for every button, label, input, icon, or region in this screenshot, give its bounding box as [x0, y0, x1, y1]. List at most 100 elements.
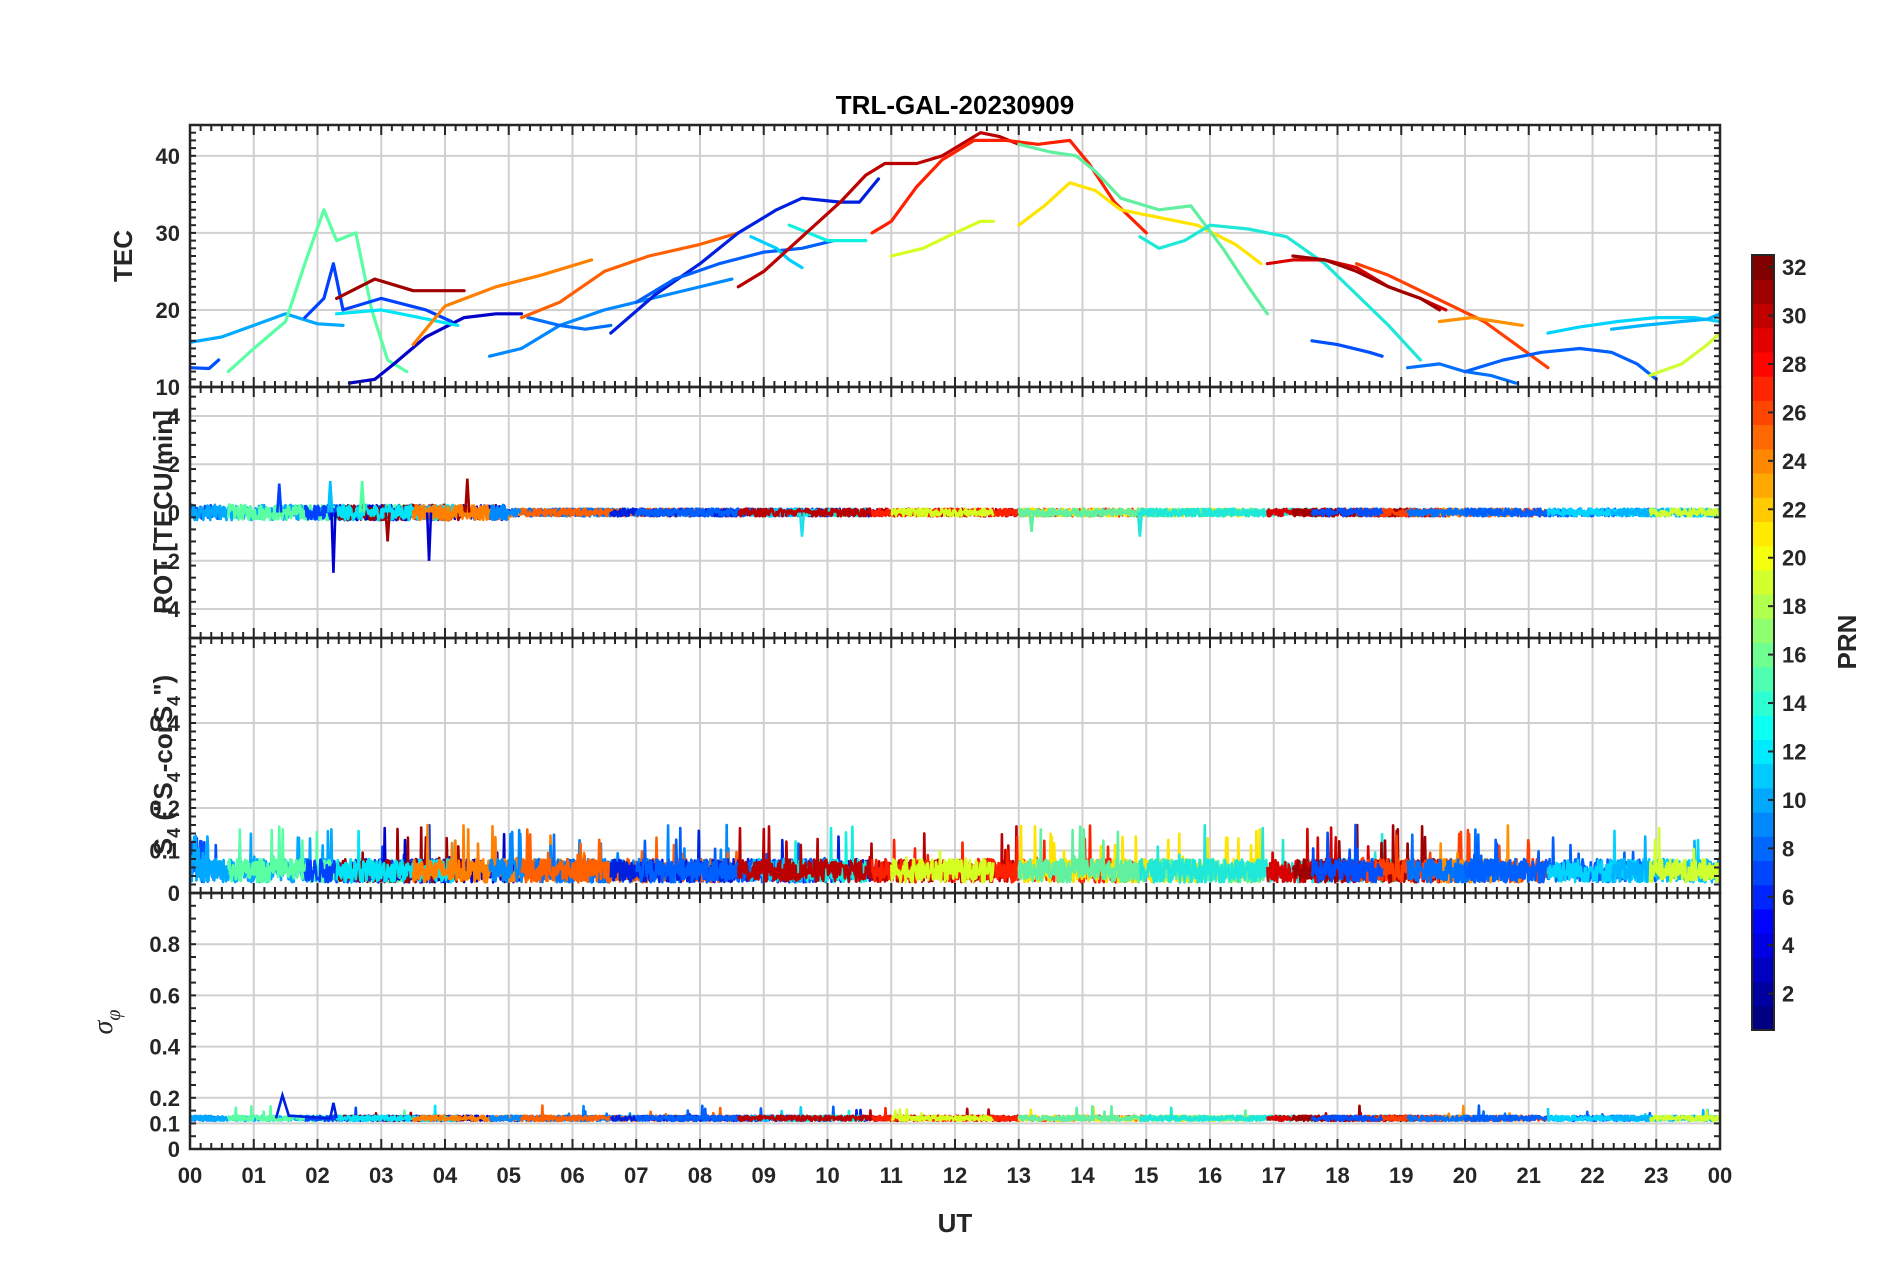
- colorbar-swatch: [1752, 497, 1774, 523]
- colorbar-swatch: [1752, 618, 1774, 644]
- colorbar-tick-label: 32: [1782, 255, 1806, 280]
- series-layer: [190, 1090, 1720, 1123]
- tec-series-prn-10: [190, 312, 345, 344]
- sigma-phi-y-axis-label-text: σφ: [88, 1010, 125, 1035]
- x-tick-label: 18: [1325, 1163, 1349, 1188]
- rot-y-axis-label: ROT [TECU/min]: [148, 410, 178, 614]
- colorbar-tick-label: 26: [1782, 400, 1806, 425]
- rot-spike: [276, 483, 283, 513]
- tec-series-prn-4: [609, 177, 881, 335]
- series-prn-5: [1310, 823, 1384, 884]
- tec-series-prn-5: [190, 358, 221, 371]
- x-tick-label: 22: [1580, 1163, 1604, 1188]
- rot-panel: -4 -2 0 2 4: [160, 385, 1722, 640]
- x-tick-label: 04: [433, 1163, 458, 1188]
- tec-series-prn-27: [870, 138, 1148, 235]
- x-tick-label: 06: [560, 1163, 584, 1188]
- tec-series-prn-19: [1648, 331, 1720, 377]
- colorbar-swatch: [1752, 860, 1774, 886]
- colorbar-tick-label: 24: [1782, 449, 1807, 474]
- tec-series-prn-9: [488, 277, 734, 358]
- tec-series-prn-13: [1138, 223, 1423, 362]
- y-tick-label: 0.8: [149, 932, 180, 957]
- y-tick-label: 4: [168, 404, 181, 429]
- series-layer: [190, 478, 1720, 573]
- colorbar-tick-label: 12: [1782, 739, 1806, 764]
- series-prn-19: [890, 507, 995, 518]
- x-tick-label: 23: [1644, 1163, 1668, 1188]
- x-tick-label: 07: [624, 1163, 648, 1188]
- colorbar-swatch: [1752, 448, 1774, 474]
- series-prn-19: [890, 849, 995, 884]
- colorbar-swatch: [1752, 908, 1774, 934]
- x-tick-label: 02: [305, 1163, 329, 1188]
- colorbar-tick-label: 6: [1782, 885, 1794, 910]
- colorbar-tick-label: 22: [1782, 497, 1806, 522]
- rot-spike: [1136, 512, 1144, 537]
- colorbar-swatch: [1752, 642, 1774, 668]
- rot-spike: [358, 481, 366, 513]
- y-tick-label: 40: [156, 144, 180, 169]
- colorbar-swatch: [1752, 255, 1774, 280]
- colorbar-tick-label: 4: [1782, 933, 1795, 958]
- tec-series-prn-15: [1017, 142, 1270, 316]
- tec-series-prn-7: [1463, 346, 1658, 381]
- colorbar-swatch: [1752, 400, 1774, 426]
- tec-series-prn-3: [347, 312, 524, 385]
- x-tick-label: 21: [1517, 1163, 1541, 1188]
- y-tick-label: 0.1: [149, 1111, 180, 1136]
- colorbar-swatch: [1752, 836, 1774, 862]
- colorbar-label: PRN: [1832, 615, 1862, 670]
- x-tick-label: 03: [369, 1163, 393, 1188]
- tec-series-prn-20: [1017, 181, 1263, 266]
- colorbar-swatch: [1752, 812, 1774, 837]
- rot-spike: [425, 512, 433, 561]
- y-tick-label: 10: [156, 375, 180, 400]
- tec-series-prn-12: [1546, 316, 1720, 335]
- colorbar-tick-label: 14: [1782, 691, 1807, 716]
- x-tick-label: 00: [178, 1163, 202, 1188]
- tec-series-prn-29: [1265, 258, 1448, 312]
- colorbar-swatch: [1752, 787, 1774, 813]
- tec-series-prn-7: [526, 316, 613, 331]
- colorbar-swatch: [1752, 981, 1774, 1007]
- tec-series-prn-11: [1609, 312, 1720, 331]
- series-prn-19: [1648, 507, 1720, 518]
- tec-panel: 10 20 30 40: [156, 123, 1722, 400]
- colorbar-tick-label: 30: [1782, 304, 1806, 329]
- y-tick-label: 0: [168, 881, 180, 906]
- x-tick-label: 17: [1262, 1163, 1286, 1188]
- tec-y-axis-label: TEC: [108, 230, 138, 282]
- x-tick-label: 12: [943, 1163, 967, 1188]
- series-prn-5: [1310, 507, 1384, 518]
- colorbar-swatch: [1752, 521, 1774, 547]
- x-tick-label: 11: [880, 1163, 903, 1188]
- x-tick-label: 13: [1007, 1163, 1031, 1188]
- x-tick-label: 05: [497, 1163, 521, 1188]
- colorbar-tick-label: 10: [1782, 788, 1806, 813]
- colorbar-swatch: [1752, 666, 1774, 692]
- y-tick-label: 0.2: [149, 796, 180, 821]
- colorbar-tick-label: 2: [1782, 982, 1794, 1007]
- tec-series-prn-6: [303, 262, 453, 324]
- colorbar-swatch: [1752, 303, 1774, 329]
- series-prn-19: [1649, 1109, 1720, 1123]
- colorbar-swatch: [1752, 279, 1774, 305]
- tec-series-prn-25: [519, 231, 740, 320]
- colorbar-swatch: [1752, 957, 1774, 983]
- tec-series-prn-31: [1291, 254, 1442, 312]
- s4-panel: 0 0.1 0.2 0.4: [149, 636, 1722, 906]
- sigma-phi-y-axis-label: σφ: [88, 1010, 125, 1035]
- sigma-phi-spike: [274, 1090, 338, 1120]
- colorbar-swatch: [1752, 715, 1774, 740]
- series-prn-19: [1648, 826, 1720, 884]
- rot-spike: [798, 512, 806, 537]
- rot-spike: [327, 481, 334, 513]
- rot-spike: [1028, 512, 1035, 532]
- colorbar-swatch: [1752, 739, 1774, 765]
- tec-series-prn-8: [1405, 362, 1518, 385]
- y-tick-label: 0.6: [149, 983, 180, 1008]
- series-prn-19: [890, 1108, 995, 1123]
- x-tick-label: 00: [1708, 1163, 1732, 1188]
